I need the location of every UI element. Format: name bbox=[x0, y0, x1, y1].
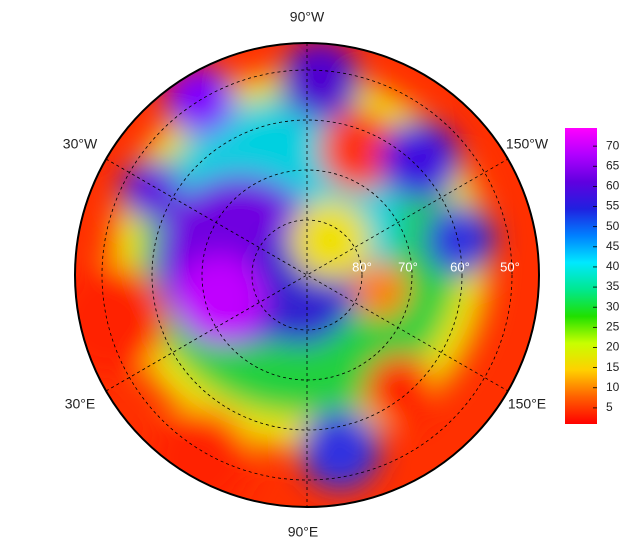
colorbar-tick-label: 45 bbox=[606, 239, 620, 253]
longitude-label: 30°W bbox=[63, 136, 98, 152]
colorbar-tick-label: 30 bbox=[606, 299, 620, 313]
colorbar-tick-label: 5 bbox=[606, 400, 613, 414]
colorbar-tick-label: 10 bbox=[606, 380, 620, 394]
polar-map bbox=[75, 43, 539, 507]
map-border bbox=[74, 42, 540, 508]
longitude-label: 150°W bbox=[506, 136, 549, 152]
longitude-label: 90°W bbox=[290, 9, 325, 25]
longitude-label: 150°E bbox=[508, 396, 546, 412]
colorbar-tick-label: 55 bbox=[606, 199, 620, 213]
graticule bbox=[101, 43, 513, 507]
latitude-label: 60° bbox=[450, 259, 470, 274]
colorbar-tick-label: 40 bbox=[606, 259, 620, 273]
colorbar-tick-label: 20 bbox=[606, 340, 620, 354]
longitude-label: 90°E bbox=[288, 524, 319, 540]
colorbar-tick-label: 60 bbox=[606, 179, 620, 193]
colorbar-tick-label: 25 bbox=[606, 320, 620, 334]
colorbar-tick-label: 35 bbox=[606, 279, 620, 293]
colorbar-tick-label: 70 bbox=[606, 138, 620, 152]
latitude-label: 50° bbox=[500, 259, 520, 274]
colorbar bbox=[565, 128, 597, 424]
longitude-label: 30°E bbox=[65, 396, 96, 412]
colorbar-tick-label: 50 bbox=[606, 219, 620, 233]
colorbar-tick-label: 65 bbox=[606, 158, 620, 172]
latitude-label: 70° bbox=[398, 259, 418, 274]
latitude-label: 80° bbox=[352, 259, 372, 274]
map-field bbox=[75, 43, 495, 507]
colorbar-tick-label: 15 bbox=[606, 360, 620, 374]
